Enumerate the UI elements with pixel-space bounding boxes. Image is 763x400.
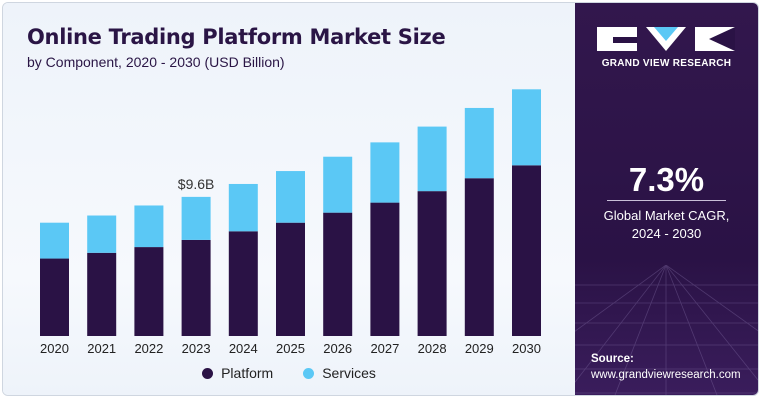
bar-platform-2028 [417, 191, 447, 336]
x-tick-label: 2026 [323, 341, 352, 356]
data-label-2023: $9.6B [178, 176, 215, 192]
bar-platform-2030 [512, 165, 541, 336]
bar-platform-2022 [134, 247, 164, 336]
x-tick-label: 2029 [465, 341, 494, 356]
grid-floor-decoration [575, 265, 758, 395]
x-tick-label: 2027 [370, 341, 399, 356]
source-note: Source: www.grandviewresearch.com [591, 351, 741, 383]
legend-swatch-services [303, 367, 315, 379]
cagr-label-line-2: 2024 - 2030 [631, 226, 702, 241]
legend-item-platform: Platform [202, 365, 273, 381]
bar-services-2021 [87, 215, 117, 253]
bar-services-2020 [40, 222, 69, 259]
x-tick-label: 2030 [512, 341, 541, 356]
brand-name: GRAND VIEW RESEARCH [601, 58, 732, 69]
bar-services-2026 [323, 156, 353, 213]
bar-services-2030 [512, 89, 541, 166]
x-tick-label: 2021 [87, 341, 116, 356]
bar-services-2022 [134, 205, 164, 248]
cagr-divider [607, 200, 726, 201]
x-tick-label: 2024 [229, 341, 258, 356]
bar-services-2025 [276, 171, 305, 223]
bar-platform-2021 [87, 252, 117, 336]
bar-services-2029 [464, 107, 494, 179]
legend-item-services: Services [303, 365, 376, 381]
legend-label: Services [322, 365, 376, 381]
bar-services-2028 [417, 126, 447, 192]
bar-services-2023 [181, 196, 211, 240]
x-tick-label: 2020 [40, 341, 69, 356]
bar-services-2027 [370, 142, 400, 203]
cagr-label-line-1: Global Market CAGR, [603, 208, 730, 223]
bar-platform-2026 [323, 212, 353, 336]
bar-platform-2025 [276, 222, 305, 336]
x-tick-label: 2028 [418, 341, 447, 356]
x-tick-label: 2023 [182, 341, 211, 356]
bar-chart: 2020 2021 2022 2023 2024 2025 2026 2027 2028 2029… [40, 89, 541, 356]
bar-platform-2020 [40, 258, 69, 336]
chart-panel: Online Trading Platform Market Size by C… [3, 3, 575, 395]
bar-services-2024 [228, 183, 258, 232]
cagr-value: 7.3% [628, 161, 705, 198]
bar-platform-2024 [228, 231, 258, 336]
infographic-card: Online Trading Platform Market Size by C… [2, 2, 759, 396]
chart-legend: Platform Services [3, 365, 575, 381]
chart-title: Online Trading Platform Market Size [27, 25, 446, 49]
source-url: www.grandviewresearch.com [591, 369, 741, 381]
chart-subtitle: by Component, 2020 - 2030 (USD Billion) [27, 54, 285, 70]
legend-label: Platform [221, 365, 274, 381]
x-tick-label: 2025 [276, 341, 305, 356]
bar-platform-2027 [370, 202, 400, 336]
cagr-label: Global Market CAGR, 2024 - 2030 [575, 207, 758, 243]
source-label: Source: [591, 353, 634, 365]
bar-platform-2029 [464, 178, 494, 336]
grand-view-research-logo [597, 27, 735, 51]
x-tick-label: 2022 [134, 341, 163, 356]
brand-panel: GRAND VIEW RESEARCH 7.3% Global Market C… [575, 3, 758, 395]
legend-swatch-platform [202, 367, 214, 379]
bar-platform-2023 [181, 239, 211, 336]
